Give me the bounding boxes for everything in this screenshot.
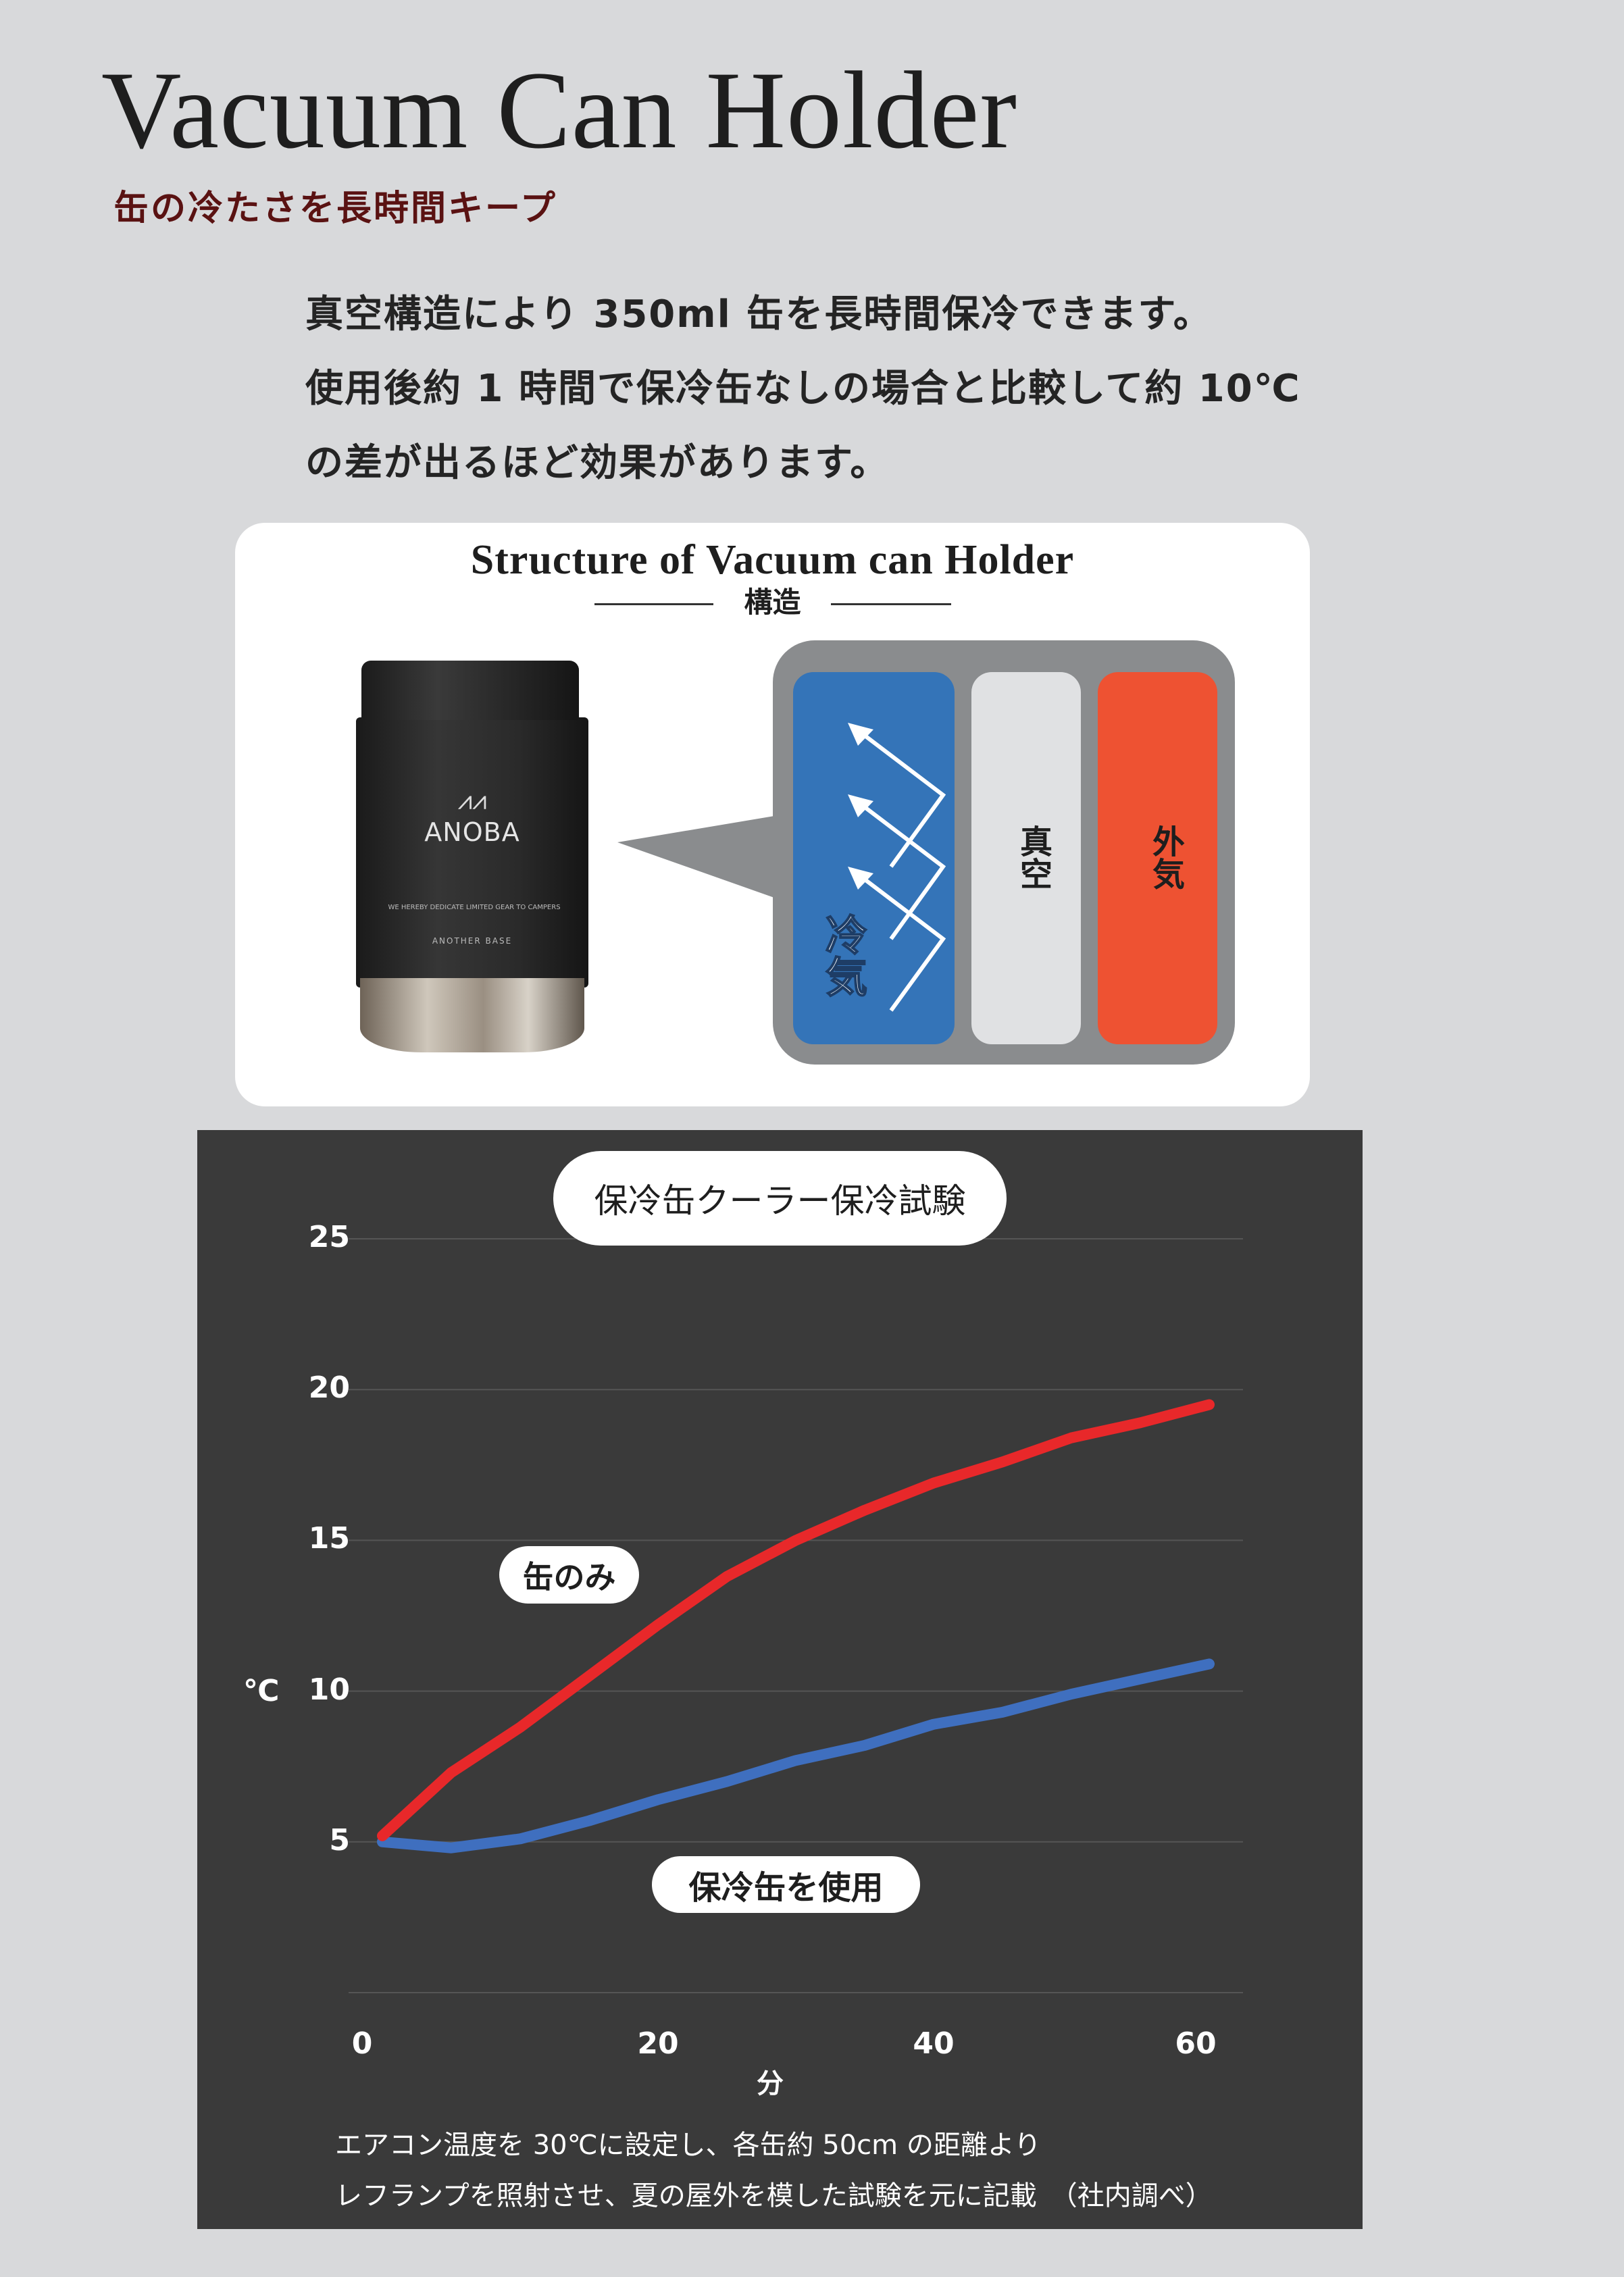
page-subtitle: 缶の冷たさを長時間キープ (113, 188, 557, 229)
x-axis-label: 分 (757, 2068, 784, 2099)
cold-air-arrows-icon (852, 725, 946, 1012)
product-tagline: WE HEREBY DEDICATE LIMITED GEAR TO CAMPE… (388, 904, 561, 911)
mountain-logo-icon: ⩘⩘ (457, 786, 487, 815)
can-lid (361, 661, 579, 720)
x-tick-label: 60 (1175, 2026, 1217, 2061)
y-tick-label: 25 (308, 1220, 350, 1254)
series-line (377, 1399, 1215, 1841)
page-title: Vacuum Can Holder (101, 49, 1017, 172)
product-logo: ANOBA (424, 817, 520, 847)
x-tick-label: 0 (351, 2026, 373, 2061)
vacuum-layer (971, 672, 1081, 1044)
inner-layer (793, 672, 955, 1044)
structure-title: Structure of Vacuum can Holder (470, 537, 1075, 583)
footnote-line: レフランプを照射させ、夏の屋外を模した試験を元に記載 （社内調べ） (335, 2180, 1213, 2211)
can-base (360, 978, 584, 1052)
legend-label-can-only: 缶のみ (499, 1546, 639, 1604)
outer-air-label: 外気 (1146, 825, 1184, 890)
series-line (377, 1658, 1215, 1853)
can-body (356, 717, 588, 988)
outer-air-layer (1098, 672, 1217, 1044)
divider (594, 603, 713, 605)
x-tick-label: 20 (637, 2026, 679, 2061)
divider (831, 603, 951, 605)
vacuum-layer-label: 真空 (1014, 825, 1052, 890)
description-line: 真空構造により 350ml 缶を長時間保冷できます。 (305, 292, 1213, 336)
structure-subtitle: 構造 (744, 586, 801, 619)
chart-panel (197, 1130, 1363, 2229)
y-tick-label: 10 (308, 1672, 350, 1707)
y-tick-label: 15 (308, 1521, 350, 1556)
y-tick-label: 20 (308, 1371, 350, 1406)
footnote-line: エアコン温度を 30℃に設定し、各缶約 50cm の距離より (335, 2130, 1042, 2161)
chart-title: 保冷缶クーラー保冷試験 (553, 1151, 1007, 1246)
legend-label-holder: 保冷缶を使用 (652, 1856, 920, 1913)
product-tagline-2: ANOTHER BASE (432, 936, 513, 946)
inner-layer-label: 冷気 (817, 913, 868, 998)
structure-panel: Structure of Vacuum can Holder 構造 ⩘⩘ ANO… (235, 523, 1310, 1106)
arrowheads (848, 723, 873, 890)
x-tick-label: 40 (913, 2026, 955, 2061)
description-line: 使用後約 1 時間で保冷缶なしの場合と比較して約 10℃ (305, 367, 1301, 411)
y-tick-label: 5 (329, 1822, 350, 1858)
callout-pointer (617, 816, 774, 898)
structure-diagram (617, 640, 1235, 1065)
y-axis-label: ℃ (243, 1674, 280, 1708)
description-line: の差が出るほど効果があります。 (305, 441, 890, 485)
product-photo: ⩘⩘ ANOBA WE HEREBY DEDICATE LIMITED GEAR… (356, 661, 588, 1053)
